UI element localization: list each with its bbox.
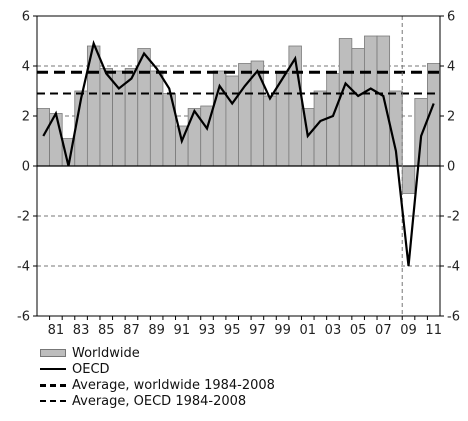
x-tick-label: 07 (375, 323, 392, 338)
y-tick-label-left: 4 (22, 60, 30, 75)
bar (263, 95, 277, 167)
bar (36, 108, 50, 167)
bar (149, 70, 164, 167)
y-tick-label-right: -2 (447, 210, 460, 225)
bar (364, 35, 378, 167)
y-tick-label-right: -6 (447, 310, 460, 325)
y-tick-label-left: -2 (17, 210, 30, 225)
bar (351, 48, 365, 167)
legend-item-avg-worldwide: Average, worldwide 1984-2008 (40, 377, 275, 393)
bar (313, 90, 328, 167)
y-tick-label-left: -6 (17, 310, 30, 325)
x-tick-label: 09 (400, 323, 417, 338)
legend-item-worldwide: Worldwide (40, 345, 275, 361)
y-tick-label-left: -4 (17, 260, 30, 275)
x-tick-label: 97 (249, 323, 266, 338)
x-tick-label: 95 (224, 323, 241, 338)
bar (137, 48, 151, 167)
x-tick-label: 91 (174, 323, 191, 338)
x-tick-label: 11 (425, 323, 442, 338)
x-tick-label: 03 (325, 323, 342, 338)
x-tick-label: 85 (98, 323, 115, 338)
oecd-line (42, 39, 435, 267)
legend-swatch-line (40, 363, 68, 375)
legend-label-avg-worldwide: Average, worldwide 1984-2008 (72, 377, 275, 393)
y-tick-label-right: -4 (447, 260, 460, 275)
y-tick-label-right: 6 (447, 10, 455, 25)
y-tick-label-right: 0 (447, 160, 455, 175)
bar (376, 35, 391, 167)
x-tick-label: 81 (48, 323, 65, 338)
bar (99, 68, 113, 167)
legend-item-oecd: OECD (40, 361, 275, 377)
y-tick-label-left: 6 (22, 10, 30, 25)
bar (326, 73, 340, 167)
y-tick-label-right: 2 (447, 110, 455, 125)
chart: -6 -6 -4 -4 -2 -2 0 0 2 2 4 4 6 6 81 83 85 87 89 91 93 95 97 99… (17, 10, 460, 339)
x-tick-label: 87 (123, 323, 140, 338)
bar (238, 63, 252, 167)
legend-swatch-dash-thick (40, 379, 68, 391)
legend-swatch-bar (40, 347, 68, 359)
legend-label-avg-oecd: Average, OECD 1984-2008 (72, 393, 247, 409)
bar (401, 165, 416, 194)
legend: Worldwide OECD Average, worldwide 1984-2… (40, 345, 275, 409)
legend-label-worldwide: Worldwide (72, 345, 140, 361)
bar (225, 75, 239, 167)
x-tick-label: 83 (73, 323, 90, 338)
legend-swatch-dash-thin (40, 395, 68, 407)
y-tick-label-left: 2 (22, 110, 30, 125)
legend-item-avg-oecd: Average, OECD 1984-2008 (40, 393, 275, 409)
bar (338, 38, 353, 167)
y-tick-label-right: 4 (447, 60, 455, 75)
x-tick-label: 05 (350, 323, 367, 338)
y-tick-label-left: 0 (22, 160, 30, 175)
x-tick-label: 99 (274, 323, 291, 338)
x-tick-label: 01 (299, 323, 316, 338)
x-tick-label: 89 (148, 323, 165, 338)
legend-label-oecd: OECD (72, 361, 110, 377)
x-tick-label: 93 (199, 323, 216, 338)
bar (414, 98, 428, 167)
